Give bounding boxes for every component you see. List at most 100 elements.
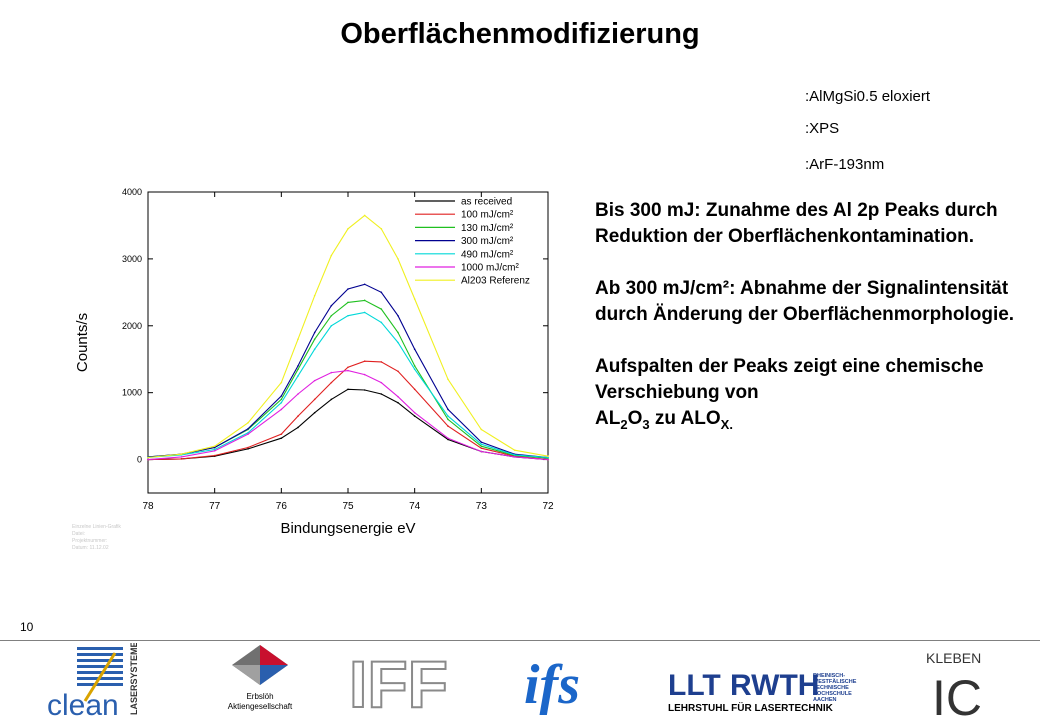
legend-label-0: as received [461, 197, 512, 208]
series-1-point-12 [413, 388, 416, 391]
series-3-point-6 [313, 331, 316, 334]
x-axis-label: Bindungsenergie eV [280, 520, 415, 537]
series-0-point-4 [280, 437, 283, 439]
rwth-line-2: WESTFÄLISCHE [813, 678, 857, 685]
x-tick-label-5: 73 [476, 501, 488, 512]
chart-note-3: Datum: 11.12.02 [72, 545, 109, 551]
series-4-point-7 [330, 324, 333, 327]
ifs-logo: ifs [524, 654, 580, 716]
series-2-point-8 [347, 301, 349, 304]
series-5-point-12 [413, 411, 416, 414]
x-tick-label-4: 74 [409, 501, 421, 512]
series-6-point-1 [180, 453, 183, 456]
series-4-point-14 [480, 443, 483, 445]
llt-rwth-logo: LLT RWTH RHEINISCH- WESTFÄLISCHE TECHNIS… [668, 669, 857, 714]
y-tick-label-1: 1000 [122, 388, 142, 398]
series-5-point-0 [147, 458, 149, 461]
series-5-point-6 [313, 379, 316, 382]
y-axis-label: Counts/s [74, 313, 91, 372]
formula-alo: ALO [680, 408, 721, 429]
series-3-point-13 [447, 408, 449, 411]
legend-label-1: 100 mJ/cm² [461, 210, 514, 221]
meta-material: :AlMgSi0.5 eloxiert [805, 88, 931, 105]
series-3-point-9 [363, 283, 366, 286]
series-2-point-11 [397, 331, 399, 334]
series-2-point-6 [313, 338, 316, 340]
series-3-point-8 [347, 288, 349, 290]
x-tick-label-1: 77 [209, 501, 221, 512]
series-5-point-5 [297, 393, 299, 395]
description-paragraph-2: Ab 300 mJ/cm²: Abnahme der Signalintensi… [595, 278, 1015, 325]
rwth-line-5: AACHEN [813, 697, 837, 703]
formula-o: O [627, 408, 643, 429]
series-4-point-16 [547, 456, 549, 459]
series-1-point-8 [347, 366, 349, 369]
series-0-point-9 [363, 389, 366, 391]
series-4-point-12 [413, 368, 416, 371]
rwth-line-3: TECHNISCHE [813, 685, 849, 691]
series-5-point-1 [180, 456, 183, 458]
chart-note-0: Einzelne Linien-Grafik [72, 524, 121, 530]
series-2-point-5 [297, 368, 299, 371]
series-5-point-8 [347, 369, 349, 372]
formula-sub-3: 3 [642, 416, 650, 432]
description-text: Bis 300 mJ: Zunahme des Al 2p Peaks durc… [595, 198, 1015, 464]
series-1-point-11 [397, 370, 399, 373]
series-0-point-5 [297, 426, 299, 429]
y-tick-label-2: 2000 [122, 321, 142, 331]
series-3-point-7 [330, 304, 333, 307]
series-5-point-10 [380, 381, 383, 384]
slide-title: Oberflächenmodifizierung [340, 18, 700, 50]
series-2-point-10 [380, 308, 383, 310]
series-1-point-4 [280, 433, 283, 435]
series-3-point-12 [413, 348, 416, 350]
series-3-point-11 [397, 314, 399, 317]
series-6-point-11 [397, 258, 399, 260]
erbsloeh-diamond-icon [232, 645, 288, 685]
ic-wordmark: IC [932, 670, 982, 717]
series-2-point-14 [480, 445, 483, 447]
rwth-wordmark: RWTH [730, 669, 819, 702]
formula-sub-2: 2 [620, 416, 628, 432]
y-tick-label-4: 4000 [122, 187, 142, 197]
series-4-point-13 [447, 415, 449, 417]
series-5-point-4 [280, 408, 283, 411]
series-5-point-14 [480, 450, 483, 453]
series-6-point-12 [413, 298, 416, 300]
description-paragraph-1: Bis 300 mJ: Zunahme des Al 2p Peaks durc… [595, 200, 998, 247]
series-6-point-2 [213, 445, 216, 447]
series-1-point-14 [480, 447, 483, 449]
series-5-point-13 [447, 437, 449, 439]
rwth-line-4: HOCHSCHULE [813, 691, 852, 697]
series-4-point-6 [313, 348, 316, 350]
series-3-point-3 [247, 427, 249, 430]
meta-laser: :ArF-193nm [805, 156, 885, 173]
description-paragraph-3-text: Aufspalten der Peaks zeigt eine chemisch… [595, 356, 984, 403]
series-4-point-8 [347, 314, 349, 317]
lasersysteme-label: LASERSYSTEME [129, 643, 139, 715]
series-2-point-9 [363, 299, 366, 302]
series-2-point-13 [447, 418, 449, 421]
footer-divider [0, 640, 1040, 641]
series-0-point-7 [330, 398, 333, 401]
series-4-point-4 [280, 401, 283, 404]
y-tick-label-0: 0 [137, 455, 142, 465]
series-6-point-14 [480, 428, 483, 431]
series-5-point-9 [363, 373, 366, 376]
series-1-point-7 [330, 381, 333, 384]
clean-stripes-icon [77, 647, 123, 702]
formula-al: AL [595, 408, 621, 429]
series-2-point-12 [413, 365, 416, 367]
series-4-point-2 [213, 448, 216, 451]
erbsloeh-caption: Erbslöh Aktiengesellschaft [205, 692, 315, 712]
series-0-point-10 [380, 393, 383, 395]
clean-wordmark: clean [47, 689, 119, 718]
series-0-point-3 [247, 448, 249, 450]
xps-spectrum-chart: 78 77 76 75 74 73 72 0 1000 2000 3000 4000 Bindungse… [72, 187, 554, 551]
y-tick-label-3: 3000 [122, 254, 142, 264]
series-5-point-3 [247, 433, 249, 435]
rwth-line-1: RHEINISCH- [813, 673, 845, 679]
series-1-point-3 [247, 446, 249, 449]
series-4-point-11 [397, 341, 399, 344]
series-4-point-10 [380, 321, 383, 324]
